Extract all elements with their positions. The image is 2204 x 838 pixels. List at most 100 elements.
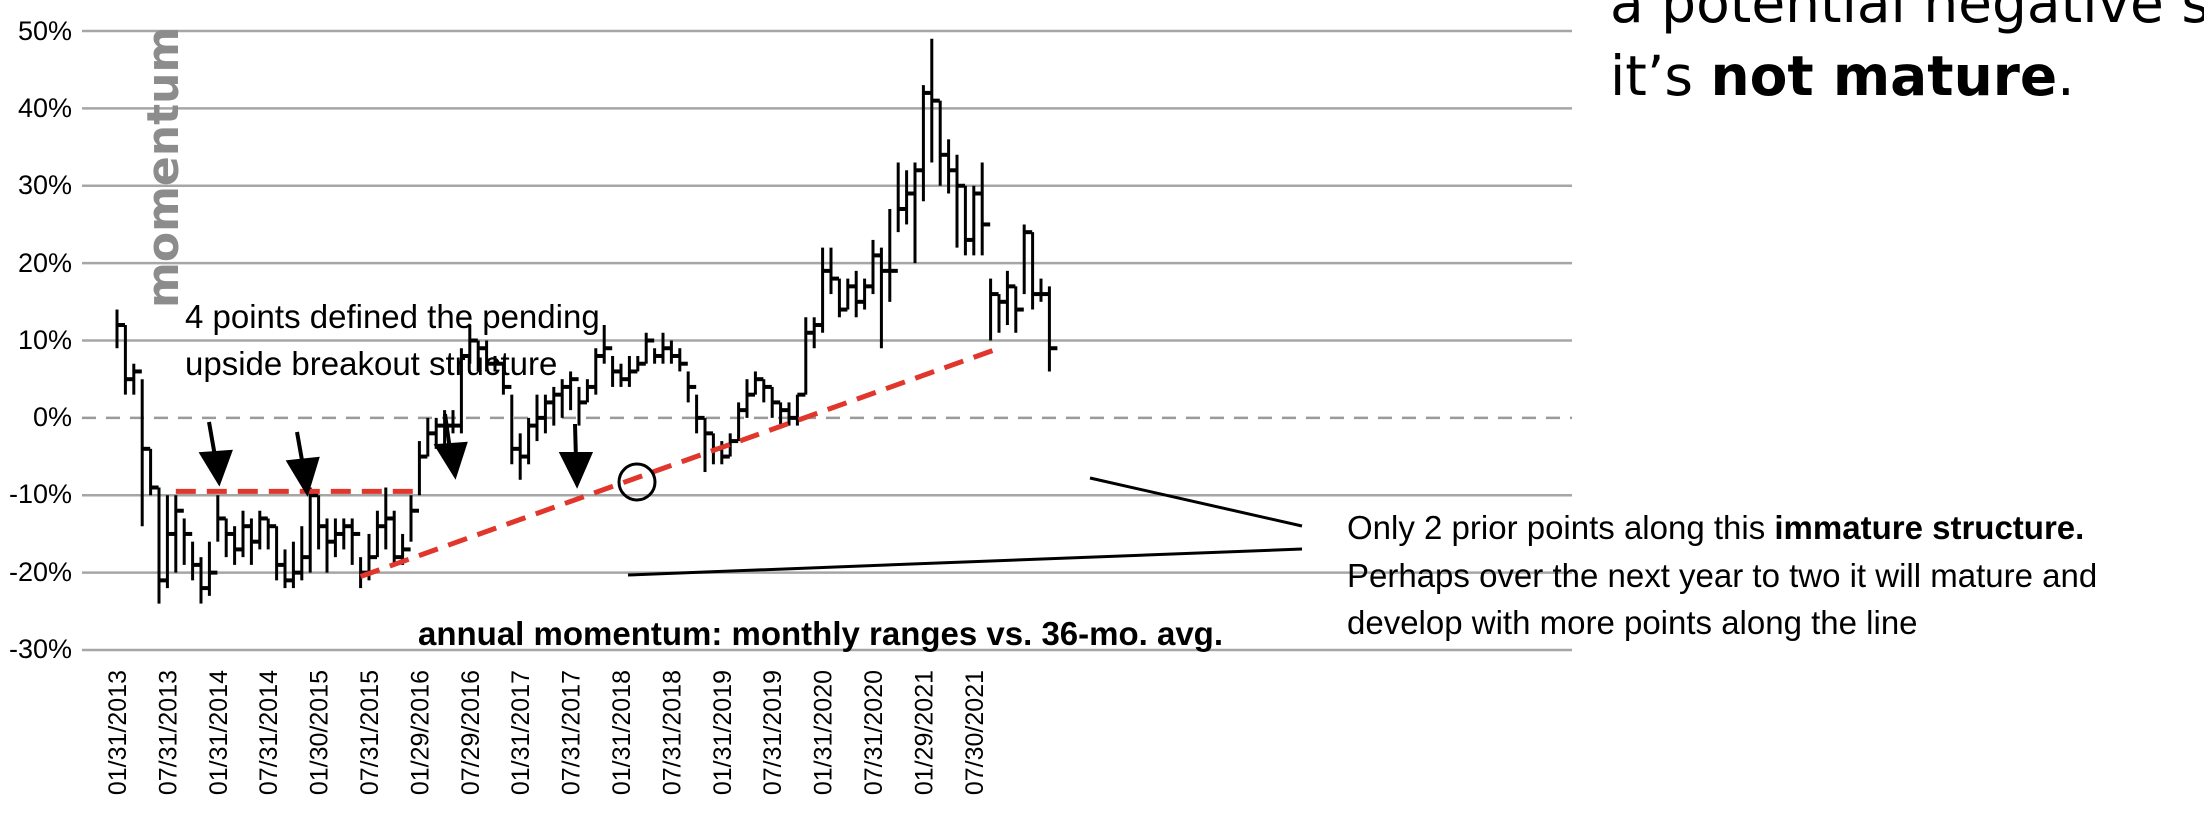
- immature-note-text: Only 2 prior points along this: [1347, 509, 1774, 546]
- immature-note-bold: immature structure.: [1774, 509, 2084, 546]
- chart-subtitle: annual momentum: monthly ranges vs. 36-m…: [418, 615, 1223, 652]
- y-tick-label: -20%: [9, 557, 72, 587]
- range-bar: [594, 348, 604, 395]
- range-bar: [283, 549, 293, 589]
- range-bar: [837, 278, 848, 318]
- range-bar: [863, 278, 873, 310]
- range-bar: [569, 371, 579, 411]
- x-tick-label: 07/31/2015: [356, 670, 384, 795]
- gridlines: [82, 29, 1572, 652]
- range-bar: [199, 557, 209, 604]
- range-bar: [745, 379, 755, 418]
- range-bar: [577, 386, 587, 426]
- range-bar: [459, 348, 470, 434]
- range-bar: [140, 379, 151, 527]
- range-bar: [115, 309, 125, 349]
- x-tick-label: 01/29/2016: [406, 670, 434, 795]
- arrow-head-icon: [433, 441, 468, 480]
- range-bar: [510, 394, 520, 465]
- range-bar: [879, 247, 890, 349]
- range-bar: [1047, 286, 1058, 372]
- range-bar: [350, 518, 361, 565]
- range-bar: [392, 510, 403, 565]
- callout-line2: it’s not mature.: [1610, 44, 2075, 108]
- range-bar: [627, 355, 638, 387]
- y-axis-title: momentum: [138, 27, 189, 308]
- range-bar: [871, 239, 881, 295]
- range-bar: [585, 379, 596, 403]
- range-bar: [795, 392, 806, 426]
- pointer-lines: [627, 476, 1303, 577]
- range-bar: [384, 487, 394, 550]
- range-bar: [317, 495, 327, 550]
- range-bar: [149, 448, 159, 496]
- range-bar: [468, 325, 478, 364]
- range-bar: [905, 170, 915, 225]
- range-bar: [913, 162, 923, 264]
- x-tick-label: 01/31/2020: [810, 670, 838, 795]
- range-bar: [182, 518, 193, 565]
- range-bar: [543, 394, 554, 434]
- range-bar: [451, 410, 461, 434]
- range-bar: [291, 541, 302, 589]
- range-bar: [308, 487, 319, 573]
- x-tick-label: 01/31/2019: [709, 670, 737, 795]
- arrow-head-icon: [558, 452, 594, 489]
- range-bar: [947, 139, 957, 194]
- range-bar: [695, 394, 705, 434]
- range-bar: [535, 394, 545, 442]
- callout-bold: not mature: [1710, 44, 2057, 108]
- range-bar: [518, 433, 529, 480]
- range-bar: [846, 278, 856, 310]
- range-bar: [989, 278, 999, 341]
- callout-text: it’s: [1610, 44, 1710, 108]
- range-bar: [770, 386, 781, 418]
- range-bar: [123, 325, 134, 395]
- range-bar: [804, 317, 814, 395]
- range-bar: [1031, 232, 1041, 310]
- range-bar: [275, 526, 285, 581]
- breakout-note-line2: upside breakout structure: [185, 345, 557, 382]
- immature-note-line1: Only 2 prior points along this immature …: [1347, 509, 2084, 546]
- range-bar: [493, 355, 503, 372]
- trendlines: [175, 347, 996, 579]
- range-bar: [325, 518, 335, 573]
- annotation-arrows: [198, 413, 594, 497]
- y-tick-label: -30%: [9, 634, 72, 664]
- range-bar: [779, 402, 789, 426]
- range-bar: [1014, 286, 1024, 333]
- callout-period: .: [2057, 44, 2074, 108]
- range-bar: [216, 495, 226, 542]
- immature-note-line2: Perhaps over the next year to two it wil…: [1347, 557, 2097, 594]
- range-bar: [678, 348, 688, 372]
- range-bar: [157, 487, 167, 604]
- callout-line1: a potential negative su: [1610, 0, 2204, 35]
- x-tick-label: 07/31/2013: [154, 670, 182, 795]
- y-tick-label: 30%: [18, 170, 72, 200]
- x-tick-label: 07/31/2018: [658, 670, 686, 795]
- range-bar: [728, 433, 739, 457]
- x-tick-label: 07/30/2021: [961, 670, 989, 795]
- y-tick-label: 20%: [18, 248, 72, 278]
- range-bar: [703, 417, 713, 473]
- range-bar: [409, 495, 419, 542]
- range-bar: [165, 495, 176, 589]
- range-bar: [1039, 278, 1049, 302]
- range-bar: [821, 247, 831, 333]
- range-bar: [224, 518, 235, 558]
- range-bar: [963, 185, 974, 256]
- range-bar: [417, 441, 428, 496]
- y-tick-label: 10%: [18, 325, 72, 355]
- range-bar: [476, 340, 487, 372]
- range-bar: [930, 38, 940, 163]
- range-bar: [669, 340, 680, 364]
- x-tick-label: 07/29/2016: [457, 670, 485, 795]
- x-tick-label: 01/31/2018: [608, 670, 636, 795]
- range-bar: [233, 526, 243, 565]
- x-tick-label: 07/31/2014: [255, 670, 283, 795]
- range-bar: [686, 371, 697, 403]
- range-bar: [258, 510, 268, 550]
- range-bar: [636, 355, 646, 372]
- range-bar: [1005, 270, 1016, 326]
